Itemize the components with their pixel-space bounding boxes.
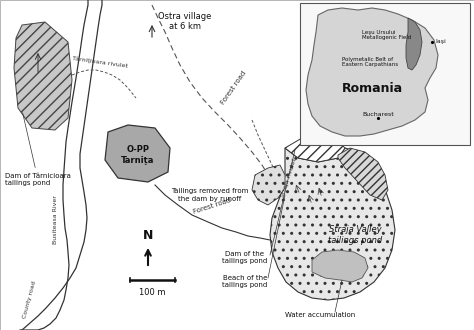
Text: Polymetalic Belt of
Eastern Carpathians: Polymetalic Belt of Eastern Carpathians <box>342 57 398 67</box>
FancyBboxPatch shape <box>300 3 470 145</box>
Polygon shape <box>285 135 345 162</box>
Text: Târniţioara rivulet: Târniţioara rivulet <box>72 55 128 69</box>
Text: Tailings removed from
the dam by runoff: Tailings removed from the dam by runoff <box>171 188 249 202</box>
Text: Beach of the
tailings pond: Beach of the tailings pond <box>222 276 268 288</box>
Text: Iaşi: Iaşi <box>435 40 446 45</box>
Text: Straja rivulet: Straja rivulet <box>280 158 297 198</box>
Polygon shape <box>406 18 422 70</box>
Text: Romania: Romania <box>341 82 402 94</box>
Text: Water accumulation: Water accumulation <box>285 312 355 318</box>
Polygon shape <box>306 8 438 136</box>
Text: O-PP
Tarniţa: O-PP Tarniţa <box>121 145 155 165</box>
Text: Dam of the
tailings pond: Dam of the tailings pond <box>222 251 268 265</box>
Text: Forest road: Forest road <box>192 197 232 215</box>
Text: Leşu Ursului
Metallogenic Field: Leşu Ursului Metallogenic Field <box>362 30 411 40</box>
Text: Straja Valley
tailings pond: Straja Valley tailings pond <box>328 225 382 245</box>
Text: Ostra village
at 6 km: Ostra village at 6 km <box>158 12 212 31</box>
Polygon shape <box>338 148 388 200</box>
Polygon shape <box>252 165 285 205</box>
Polygon shape <box>312 250 368 282</box>
Polygon shape <box>270 148 395 300</box>
Polygon shape <box>105 125 170 182</box>
Text: Busiteasa River: Busiteasa River <box>54 196 58 245</box>
Polygon shape <box>14 22 72 130</box>
Text: 100 m: 100 m <box>139 288 165 297</box>
Text: County road: County road <box>23 280 37 319</box>
Text: Forest road: Forest road <box>220 70 247 106</box>
Text: Bucharest: Bucharest <box>362 113 394 117</box>
Text: N: N <box>143 229 153 242</box>
Text: Dam of Târnicioara
tailings pond: Dam of Târnicioara tailings pond <box>5 113 71 186</box>
